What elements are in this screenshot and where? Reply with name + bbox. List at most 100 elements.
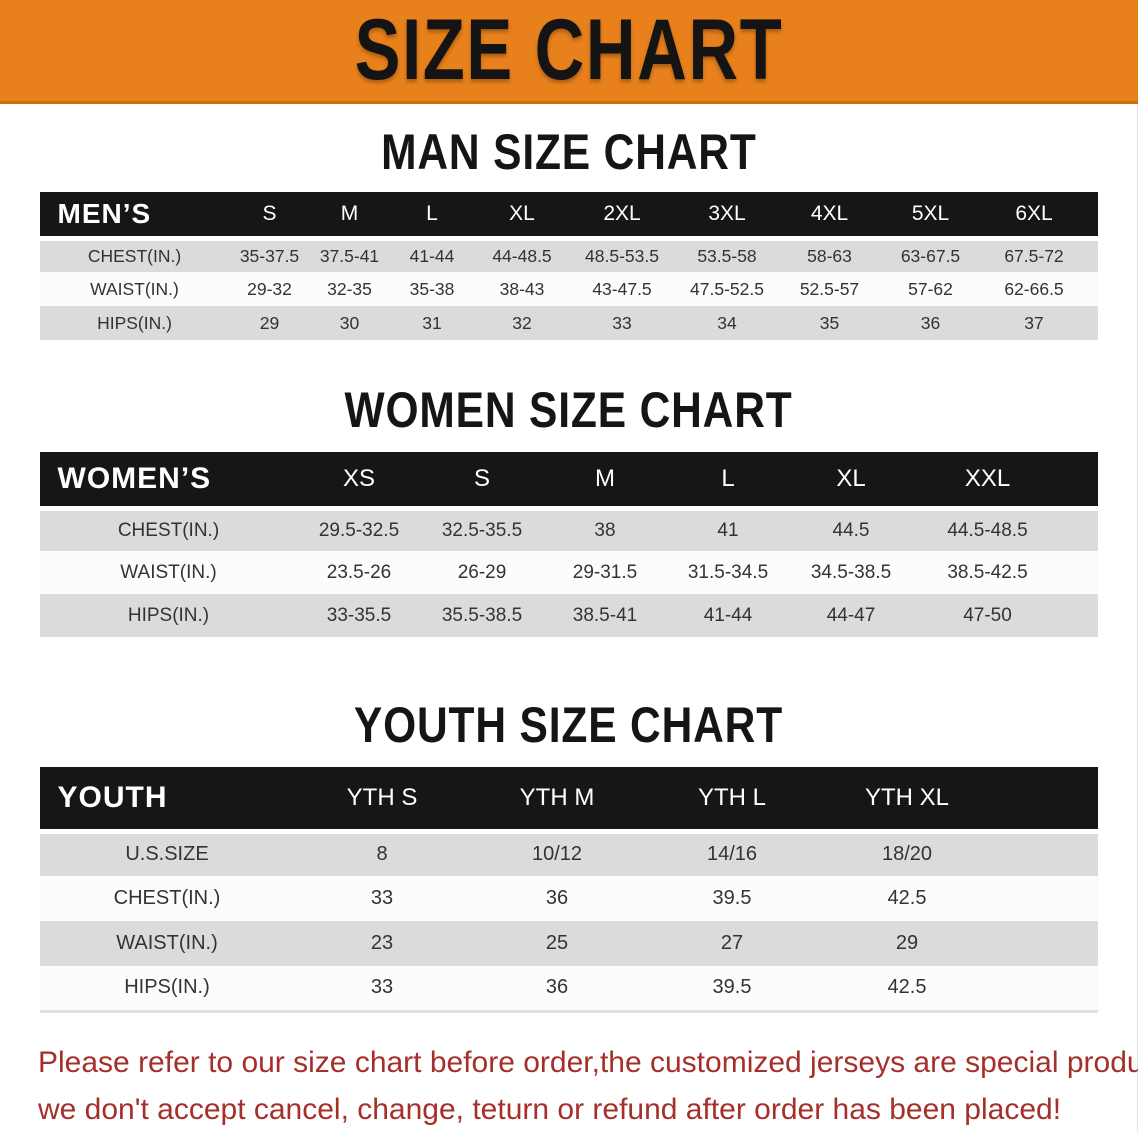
size-value-cell: 38 [543,508,667,551]
youth-size-section: YOUTH SIZE CHART YOUTH YTH S YTH M YTH L YTH… [0,699,1137,1013]
size-value-cell: 23 [294,921,470,966]
table-group-label: MEN’S [39,192,230,241]
size-value-cell: 30 [309,306,390,340]
size-column-header: M [309,192,390,241]
size-value-cell: 38.5-42.5 [912,551,1063,594]
size-column-header: 4XL [779,192,880,241]
size-value-cell: 39.5 [644,876,820,921]
size-value-cell: 41-44 [666,594,790,637]
size-value-cell: 31.5-34.5 [666,551,790,594]
size-value-cell: 47.5-52.5 [674,272,780,306]
size-column-header: L [389,192,475,241]
size-value-cell: 36 [879,306,982,340]
size-value-cell: 29 [819,921,995,966]
spacer-cell [994,767,1098,834]
size-table: YOUTH YTH S YTH M YTH L YTH XL U.S.SIZE 8 10/12… [39,767,1098,1013]
size-column-header: YTH XL [819,767,995,834]
size-value-cell: 10/12 [469,831,645,876]
size-value-cell: 63-67.5 [879,238,982,272]
table-row: U.S.SIZE 8 10/12 14/16 18/20 [39,831,1098,876]
size-value-cell: 37 [981,306,1087,340]
size-value-cell: 25 [469,921,645,966]
size-value-cell: 42.5 [819,966,995,1013]
size-column-header: YTH S [294,767,470,834]
table-row: CHEST(IN.) 35-37.5 37.5-41 41-44 44-48.5 48.5… [39,238,1098,272]
spacer-cell [1062,452,1098,511]
order-disclaimer: Please refer to our size chart before or… [0,1039,1138,1133]
table-header-row: MEN’S S M L XL 2XL 3XL 4XL 5XL 6XL [39,192,1098,241]
size-value-cell: 57-62 [879,272,982,306]
size-value-cell: 37.5-41 [309,238,390,272]
size-column-header: L [666,452,790,511]
table-row: HIPS(IN.) 29 30 31 32 33 34 35 36 37 [39,306,1098,340]
measurement-label: CHEST(IN.) [39,508,298,551]
size-value-cell: 36 [469,966,645,1013]
size-value-cell: 33 [294,876,470,921]
size-value-cell: 29.5-32.5 [297,508,421,551]
measurement-label: CHEST(IN.) [39,876,295,921]
size-table: MEN’S S M L XL 2XL 3XL 4XL 5XL 6XL CHEST(IN.) 35-37… [39,192,1098,340]
table-row: WAIST(IN.) 23 25 27 29 [39,921,1098,966]
size-column-header: XL [789,452,913,511]
table-header-row: WOMEN’S XS S M L XL XXL [39,452,1098,511]
size-value-cell: 32 [474,306,570,340]
spacer-cell [1062,551,1098,594]
size-column-header: 6XL [981,192,1087,241]
size-column-header: YTH M [469,767,645,834]
measurement-label: WAIST(IN.) [39,921,295,966]
spacer-cell [1062,508,1098,551]
spacer-cell [1086,272,1098,306]
spacer-cell [994,966,1098,1013]
size-value-cell: 32.5-35.5 [420,508,544,551]
size-column-header: S [420,452,544,511]
size-value-cell: 38-43 [474,272,570,306]
table-row: HIPS(IN.) 33 36 39.5 42.5 [39,966,1098,1013]
size-value-cell: 35.5-38.5 [420,594,544,637]
size-column-header: 5XL [879,192,982,241]
spacer-cell [994,876,1098,921]
size-value-cell: 33 [569,306,675,340]
size-value-cell: 32-35 [309,272,390,306]
size-value-cell: 43-47.5 [569,272,675,306]
youth-size-table: YOUTH YTH S YTH M YTH L YTH XL U.S.SIZE 8 10/12… [39,767,1098,1013]
size-value-cell: 35 [779,306,880,340]
size-value-cell: 29-32 [229,272,310,306]
size-value-cell: 41 [666,508,790,551]
size-value-cell: 53.5-58 [674,238,780,272]
size-value-cell: 33-35.5 [297,594,421,637]
measurement-label: HIPS(IN.) [39,594,298,637]
size-value-cell: 44-47 [789,594,913,637]
table-header-row: YOUTH YTH S YTH M YTH L YTH XL [39,767,1098,834]
size-value-cell: 36 [469,876,645,921]
disclaimer-line-2: we don't accept cancel, change, teturn o… [38,1092,1062,1126]
table-group-label: WOMEN’S [39,452,298,511]
size-value-cell: 48.5-53.5 [569,238,675,272]
youth-section-title: YOUTH SIZE CHART [353,697,784,753]
size-column-header: YTH L [644,767,820,834]
men-size-section: MAN SIZE CHART MEN’S S M L XL 2XL 3XL 4XL 5XL 6XL… [0,126,1137,340]
size-value-cell: 58-63 [779,238,880,272]
size-value-cell: 29-31.5 [543,551,667,594]
spacer-cell [994,921,1098,966]
size-column-header: 3XL [674,192,780,241]
size-value-cell: 18/20 [819,831,995,876]
spacer-cell [1086,192,1098,241]
spacer-cell [1086,306,1098,340]
measurement-label: HIPS(IN.) [39,306,230,340]
size-column-header: XS [297,452,421,511]
measurement-label: HIPS(IN.) [39,966,295,1013]
spacer-cell [1062,594,1098,637]
size-value-cell: 35-38 [389,272,475,306]
table-row: WAIST(IN.) 29-32 32-35 35-38 38-43 43-47.5 47.… [39,272,1098,306]
size-value-cell: 23.5-26 [297,551,421,594]
size-value-cell: 67.5-72 [981,238,1087,272]
size-table: WOMEN’S XS S M L XL XXL CHEST(IN.) 29.5-32.5 32.5… [39,452,1098,637]
spacer-cell [994,831,1098,876]
disclaimer-line-1: Please refer to our size chart before or… [38,1045,1138,1079]
size-column-header: XL [474,192,570,241]
size-value-cell: 33 [294,966,470,1013]
measurement-label: WAIST(IN.) [39,551,298,594]
size-value-cell: 34.5-38.5 [789,551,913,594]
size-value-cell: 34 [674,306,780,340]
women-section-title: WOMEN SIZE CHART [344,382,793,438]
